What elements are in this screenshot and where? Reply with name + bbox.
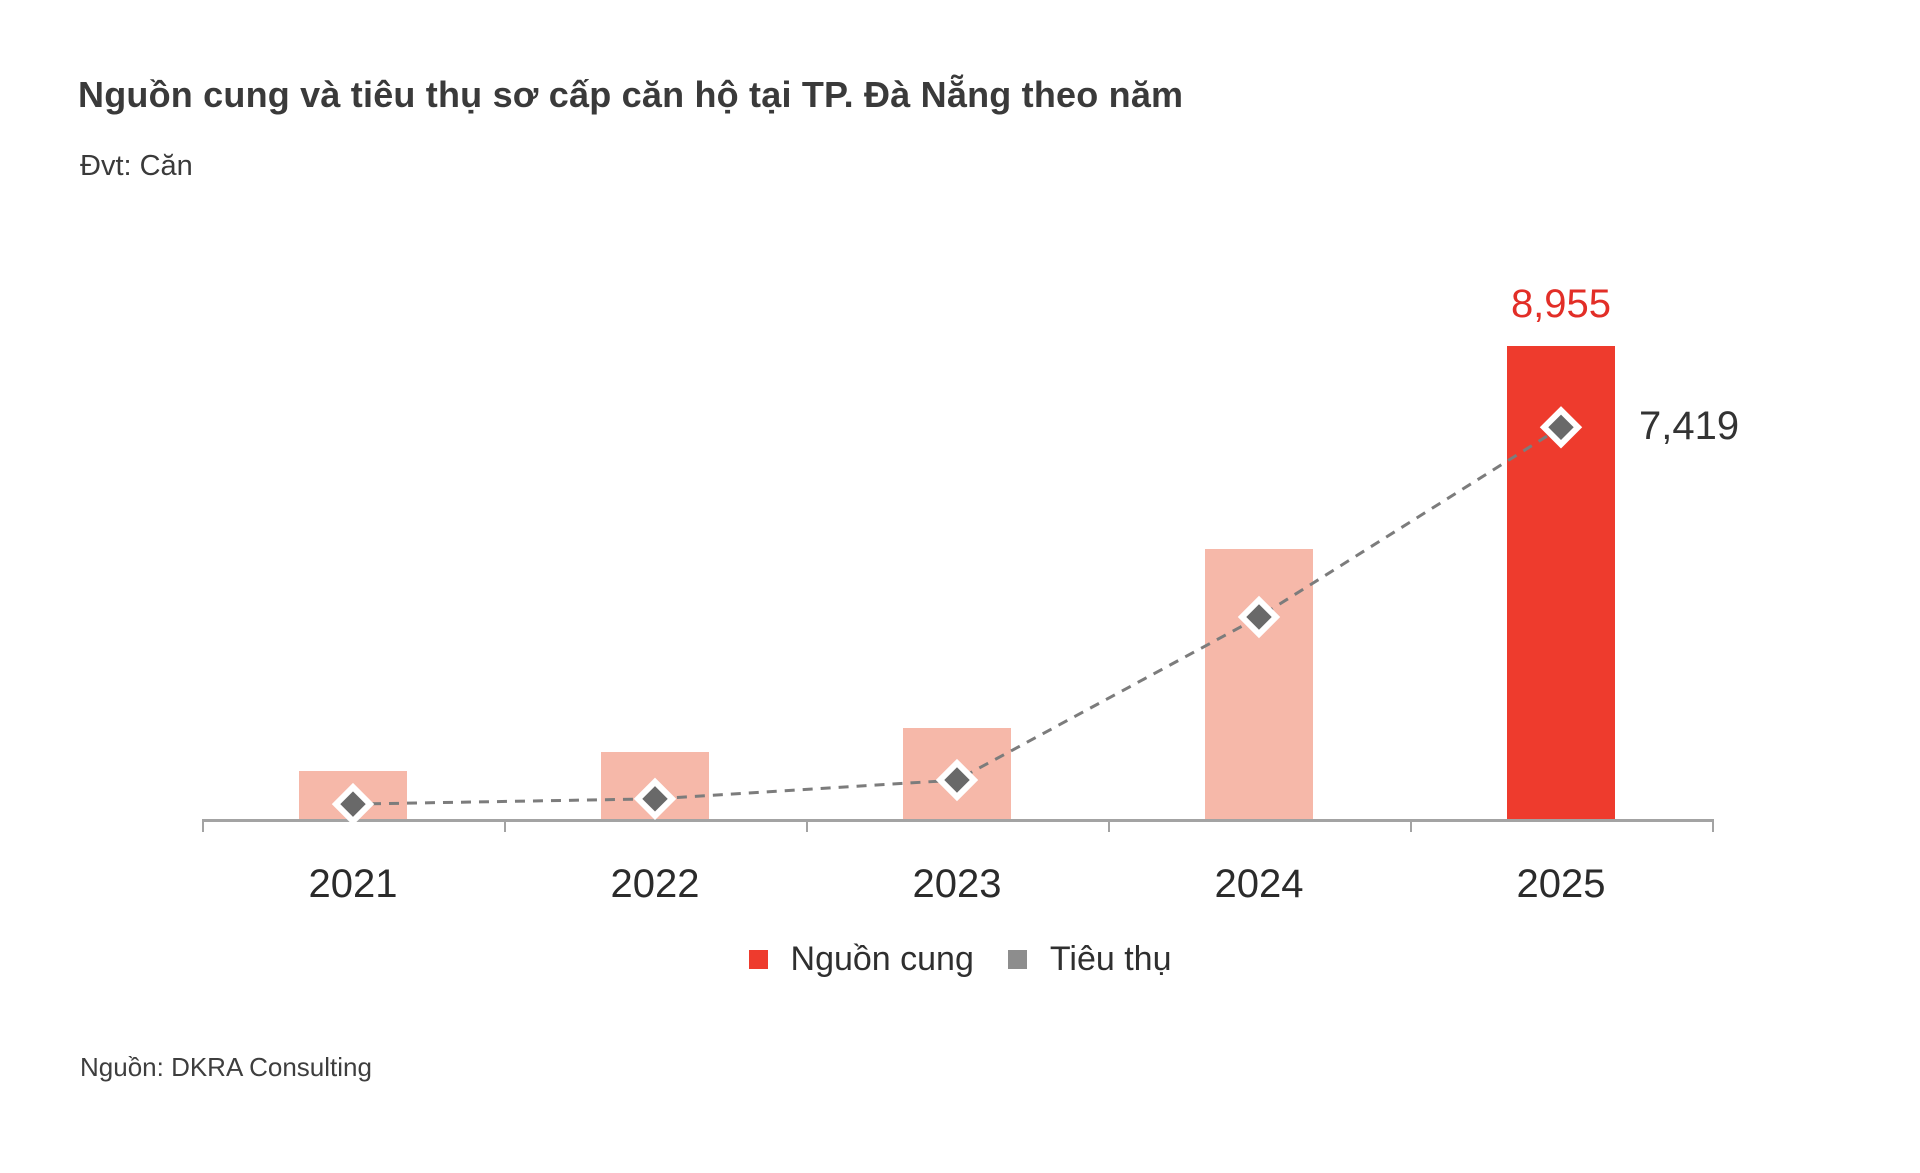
x-tick-label-2022: 2022 xyxy=(610,862,700,906)
consumption-swatch-icon xyxy=(1007,950,1027,969)
x-axis-line xyxy=(202,819,1714,822)
x-axis-tick xyxy=(1712,820,1714,832)
x-axis-tick xyxy=(504,820,506,832)
x-axis-tick xyxy=(1410,820,1412,832)
x-axis-tick xyxy=(1108,820,1110,832)
chart-title: Nguồn cung và tiêu thụ sơ cấp căn hộ tại… xyxy=(78,74,1184,115)
supply-bar-2021 xyxy=(299,771,407,820)
x-axis-tick xyxy=(202,820,204,832)
legend: Nguồn cung Tiêu thụ xyxy=(0,940,1920,979)
source-note: Nguồn: DKRA Consulting xyxy=(80,1052,372,1082)
legend-label-consumption: Tiêu thụ xyxy=(1049,940,1172,978)
supply-bar-2022 xyxy=(601,751,709,820)
consumption-value-label-2025: 7,419 xyxy=(1639,404,1740,449)
supply-bar-2023 xyxy=(903,727,1011,820)
supply-swatch-icon xyxy=(748,950,768,969)
x-tick-label-2025: 2025 xyxy=(1516,862,1606,906)
supply-bar-2024 xyxy=(1205,548,1313,820)
x-tick-label-2023: 2023 xyxy=(912,862,1002,906)
supply-value-label-2025: 8,955 xyxy=(1510,282,1612,326)
supply-bar-2025 xyxy=(1507,346,1615,820)
legend-item-supply: Nguồn cung xyxy=(748,940,974,979)
unit-label: Đvt: Căn xyxy=(80,150,193,182)
x-tick-label-2021: 2021 xyxy=(308,862,398,906)
x-axis-tick xyxy=(806,820,808,832)
legend-item-consumption: Tiêu thụ xyxy=(1007,940,1172,979)
x-tick-label-2024: 2024 xyxy=(1214,862,1304,906)
legend-label-supply: Nguồn cung xyxy=(790,940,974,978)
